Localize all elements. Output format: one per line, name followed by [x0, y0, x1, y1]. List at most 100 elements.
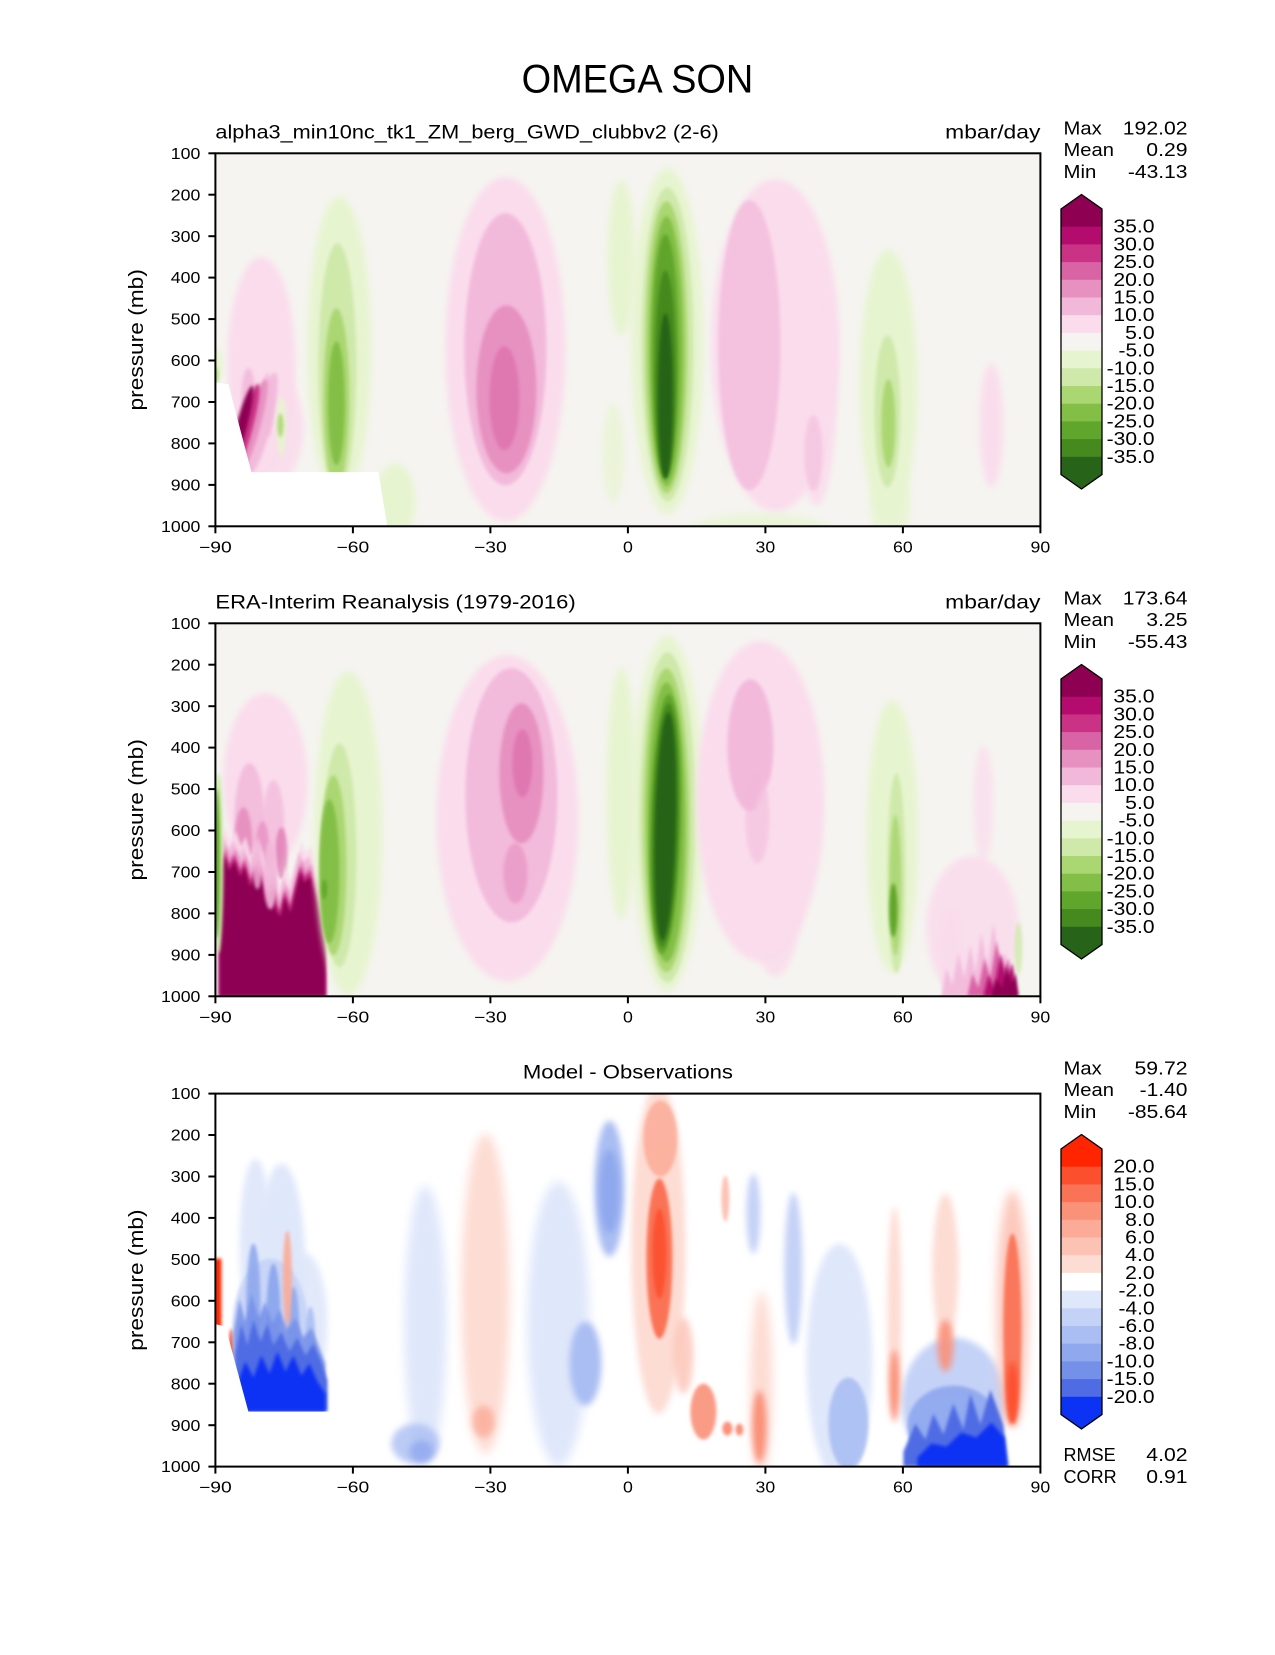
svg-text:-20.0: -20.0 — [1107, 393, 1155, 414]
svg-text:10.0: 10.0 — [1113, 1191, 1154, 1212]
svg-text:-1.40: -1.40 — [1140, 1079, 1188, 1100]
svg-text:700: 700 — [171, 865, 201, 882]
svg-text:-2.0: -2.0 — [1119, 1280, 1155, 1301]
svg-text:-25.0: -25.0 — [1107, 880, 1155, 901]
svg-text:2.0: 2.0 — [1125, 1262, 1154, 1283]
svg-text:alpha3_min10nc_tk1_ZM_berg_GWD: alpha3_min10nc_tk1_ZM_berg_GWD_clubbv2 (… — [215, 121, 718, 143]
svg-text:100: 100 — [171, 146, 201, 163]
svg-text:300: 300 — [171, 1169, 201, 1186]
svg-text:0: 0 — [623, 1480, 633, 1497]
svg-text:mbar/day: mbar/day — [945, 591, 1040, 613]
svg-text:59.72: 59.72 — [1135, 1057, 1188, 1078]
svg-text:35.0: 35.0 — [1113, 686, 1154, 707]
svg-text:CORR: CORR — [1064, 1466, 1117, 1487]
svg-text:-35.0: -35.0 — [1107, 916, 1155, 937]
svg-text:Min: Min — [1064, 1101, 1097, 1122]
svg-text:35.0: 35.0 — [1113, 216, 1154, 237]
svg-text:-10.0: -10.0 — [1107, 357, 1155, 378]
svg-text:Mean: Mean — [1064, 1079, 1114, 1100]
svg-text:900: 900 — [171, 478, 201, 495]
svg-text:-20.0: -20.0 — [1107, 1386, 1155, 1407]
svg-text:Model - Observations: Model - Observations — [523, 1062, 733, 1084]
svg-text:30: 30 — [756, 1480, 776, 1497]
svg-text:pressure (mb): pressure (mb) — [126, 739, 148, 880]
svg-text:90: 90 — [1031, 1480, 1051, 1497]
svg-text:300: 300 — [171, 229, 201, 246]
svg-text:800: 800 — [171, 906, 201, 923]
svg-text:−30: −30 — [474, 1009, 507, 1026]
svg-text:100: 100 — [171, 616, 201, 633]
svg-text:192.02: 192.02 — [1123, 117, 1188, 138]
svg-text:10.0: 10.0 — [1113, 774, 1154, 795]
svg-text:30: 30 — [756, 539, 776, 556]
svg-text:3.25: 3.25 — [1146, 609, 1187, 630]
svg-text:pressure (mb): pressure (mb) — [126, 269, 148, 410]
svg-text:90: 90 — [1031, 1009, 1051, 1026]
svg-text:0: 0 — [623, 539, 633, 556]
svg-text:OMEGA SON: OMEGA SON — [522, 58, 754, 102]
svg-text:Min: Min — [1064, 631, 1097, 652]
svg-text:1000: 1000 — [161, 519, 201, 536]
svg-text:8.0: 8.0 — [1125, 1209, 1154, 1230]
svg-text:RMSE: RMSE — [1064, 1444, 1116, 1465]
svg-text:-15.0: -15.0 — [1107, 1368, 1155, 1389]
svg-text:200: 200 — [171, 187, 201, 204]
svg-text:800: 800 — [171, 436, 201, 453]
svg-text:-35.0: -35.0 — [1107, 446, 1155, 467]
svg-text:−60: −60 — [337, 1009, 370, 1026]
svg-text:15.0: 15.0 — [1113, 757, 1154, 778]
svg-text:400: 400 — [171, 1211, 201, 1228]
svg-text:−90: −90 — [199, 539, 232, 556]
svg-text:90: 90 — [1031, 539, 1051, 556]
svg-text:0: 0 — [623, 1009, 633, 1026]
svg-text:Max: Max — [1064, 117, 1103, 138]
svg-text:-5.0: -5.0 — [1119, 340, 1155, 361]
svg-text:4.02: 4.02 — [1146, 1444, 1187, 1465]
svg-text:−60: −60 — [337, 539, 370, 556]
svg-text:60: 60 — [893, 539, 913, 556]
svg-text:-5.0: -5.0 — [1119, 810, 1155, 831]
svg-text:−90: −90 — [199, 1009, 232, 1026]
svg-text:10.0: 10.0 — [1113, 304, 1154, 325]
svg-text:Max: Max — [1064, 587, 1103, 608]
svg-text:60: 60 — [893, 1009, 913, 1026]
svg-text:-30.0: -30.0 — [1107, 898, 1155, 919]
svg-text:0.29: 0.29 — [1146, 139, 1187, 160]
svg-text:Max: Max — [1064, 1057, 1103, 1078]
svg-text:−90: −90 — [199, 1480, 232, 1497]
svg-text:20.0: 20.0 — [1113, 1156, 1154, 1177]
svg-text:−60: −60 — [337, 1480, 370, 1497]
svg-text:30: 30 — [756, 1009, 776, 1026]
svg-text:200: 200 — [171, 657, 201, 674]
svg-text:900: 900 — [171, 948, 201, 965]
svg-text:5.0: 5.0 — [1125, 792, 1154, 813]
svg-text:0.91: 0.91 — [1146, 1466, 1187, 1487]
svg-text:1000: 1000 — [161, 1459, 201, 1476]
svg-text:−30: −30 — [474, 539, 507, 556]
svg-text:-20.0: -20.0 — [1107, 863, 1155, 884]
svg-text:-30.0: -30.0 — [1107, 428, 1155, 449]
svg-text:15.0: 15.0 — [1113, 1173, 1154, 1194]
svg-text:1000: 1000 — [161, 989, 201, 1006]
svg-text:600: 600 — [171, 1293, 201, 1310]
svg-text:400: 400 — [171, 740, 201, 757]
svg-text:173.64: 173.64 — [1123, 587, 1188, 608]
svg-text:60: 60 — [893, 1480, 913, 1497]
svg-text:pressure (mb): pressure (mb) — [126, 1209, 148, 1350]
svg-text:mbar/day: mbar/day — [945, 121, 1040, 143]
svg-text:-55.43: -55.43 — [1128, 631, 1188, 652]
svg-text:4.0: 4.0 — [1125, 1244, 1154, 1265]
svg-text:500: 500 — [171, 312, 201, 329]
svg-text:-15.0: -15.0 — [1107, 375, 1155, 396]
svg-text:-10.0: -10.0 — [1107, 1350, 1155, 1371]
svg-text:400: 400 — [171, 270, 201, 287]
svg-text:ERA-Interim Reanalysis (1979-2: ERA-Interim Reanalysis (1979-2016) — [215, 591, 575, 613]
svg-text:Min: Min — [1064, 161, 1097, 182]
svg-text:25.0: 25.0 — [1113, 721, 1154, 742]
svg-text:700: 700 — [171, 395, 201, 412]
svg-text:20.0: 20.0 — [1113, 739, 1154, 760]
svg-text:20.0: 20.0 — [1113, 269, 1154, 290]
svg-text:100: 100 — [171, 1086, 201, 1103]
svg-text:-4.0: -4.0 — [1119, 1297, 1155, 1318]
svg-text:900: 900 — [171, 1418, 201, 1435]
